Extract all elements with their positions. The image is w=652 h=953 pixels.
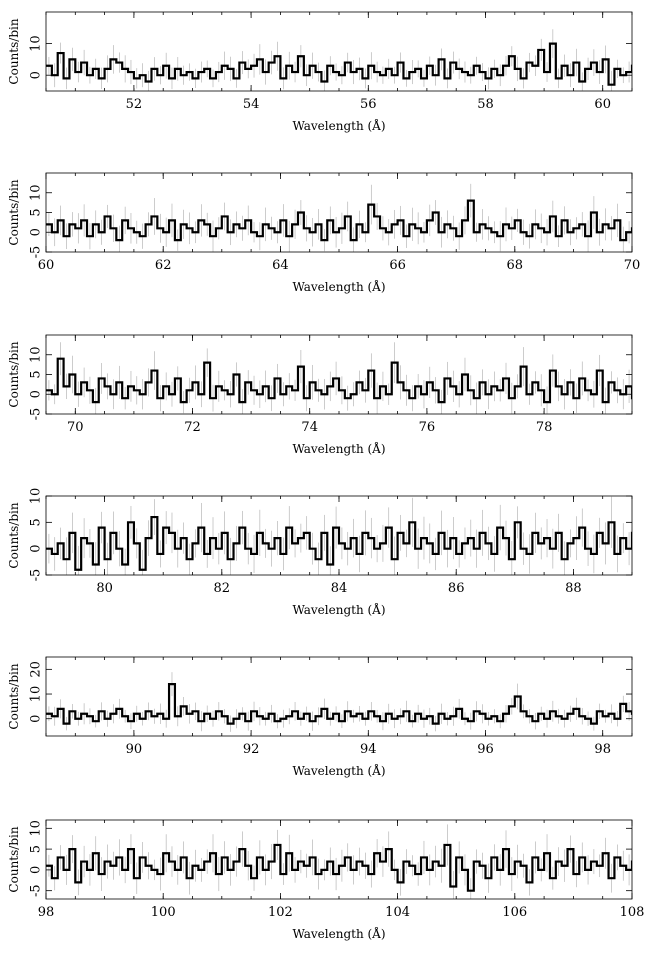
x-tick-label: 84 [331,581,348,596]
panel-4: 80 82 84 86 88 -5 0 5 10 Wavelength (Å) Counts/bin [7,488,633,617]
x-tick-label: 60 [38,258,55,273]
x-axis-label: Wavelength (Å) [292,763,385,778]
y-axis-label: Counts/bin [7,502,21,568]
x-tick-label: 98 [594,742,611,757]
x-axis-label: Wavelength (Å) [292,279,385,294]
x-tick-label: 100 [151,905,176,920]
spectrum-line [46,357,632,404]
y-tick-label: -5 [29,408,44,421]
x-tick-label: 94 [360,742,377,757]
x-tick-label: 58 [477,97,494,112]
plot-frame [45,656,633,737]
x-tick-label: 80 [96,581,113,596]
panel-6: 98 100 102 104 106 108 -5 0 5 10 Wavelength (Å) Cou… [7,819,645,941]
y-axis-label: Counts/bin [7,179,21,245]
x-tick-label: 54 [243,97,260,112]
x-tick-label: 78 [536,420,553,435]
x-tick-label: 86 [448,581,465,596]
x-tick-label: 68 [507,258,524,273]
x-axis-label: Wavelength (Å) [292,441,385,456]
spectrum-line [46,515,632,571]
y-tick-label: 10 [29,35,44,52]
x-tick-label: 74 [301,420,318,435]
x-tick-label: 108 [620,905,645,920]
x-axis-label: Wavelength (Å) [292,602,385,617]
x-tick-label: 90 [126,742,143,757]
y-tick-label: 5 [29,518,44,526]
y-tick-label: -5 [29,246,44,259]
x-tick-label: 52 [126,97,143,112]
spectrum-line [46,843,632,892]
x-axis-label: Wavelength (Å) [292,926,385,941]
plot-area [46,496,632,575]
x-tick-label: 88 [565,581,582,596]
y-tick-label: 0 [29,545,44,553]
y-tick-label: 0 [29,71,44,79]
plot-area [46,342,632,414]
plot-area [46,672,632,732]
y-tick-label: 5 [29,370,44,378]
x-tick-label: 96 [477,742,494,757]
y-tick-label: 5 [29,208,44,216]
y-tick-label: -5 [29,884,44,897]
y-axis-label: Counts/bin [7,663,21,729]
y-tick-label: 10 [29,184,44,201]
panel-1: 52 54 56 58 60 0 10 Wavelength (Å) Counts/bin [7,11,633,133]
x-tick-label: 70 [624,258,641,273]
x-axis-label: Wavelength (Å) [292,118,385,133]
spectrum-line [46,42,632,86]
y-tick-label: 0 [29,866,44,874]
panel-5: 90 92 94 96 98 0 10 20 Wavelength (Å) Counts/bin [7,656,633,778]
y-tick-label: 10 [29,686,44,703]
y-axis-label: Counts/bin [7,18,21,84]
x-tick-label: 92 [243,742,260,757]
x-tick-label: 72 [184,420,201,435]
plot-area [46,824,632,899]
y-tick-label: -5 [29,569,44,582]
y-tick-label: 10 [29,820,44,837]
x-tick-label: 70 [67,420,84,435]
y-tick-label: 0 [29,390,44,398]
y-axis-label: Counts/bin [7,826,21,892]
y-tick-label: 0 [29,715,44,723]
x-tick-label: 98 [38,905,55,920]
y-tick-label: 10 [29,488,44,505]
spectrum-line [46,683,632,725]
y-axis-label: Counts/bin [7,341,21,407]
y-tick-label: 20 [29,661,44,678]
y-tick-label: 5 [29,845,44,853]
x-tick-label: 102 [268,905,293,920]
x-tick-label: 66 [389,258,406,273]
x-tick-label: 64 [272,258,289,273]
y-tick-label: 10 [29,346,44,363]
x-tick-label: 56 [360,97,377,112]
x-tick-label: 60 [594,97,611,112]
y-tick-label: 0 [29,228,44,236]
x-tick-label: 76 [419,420,436,435]
x-tick-label: 62 [155,258,172,273]
plot-area [46,183,632,252]
plot-area [46,29,632,91]
x-tick-label: 106 [502,905,527,920]
x-tick-label: 104 [385,905,410,920]
x-tick-label: 82 [214,581,231,596]
plot-frame [45,172,633,253]
panel-3: 70 72 74 76 78 -5 0 5 10 Wavelength (Å) Counts/bin [7,334,633,456]
panel-2: 60 62 64 66 68 70 -5 0 5 10 Wavelength (Å) Counts/b… [7,172,641,294]
